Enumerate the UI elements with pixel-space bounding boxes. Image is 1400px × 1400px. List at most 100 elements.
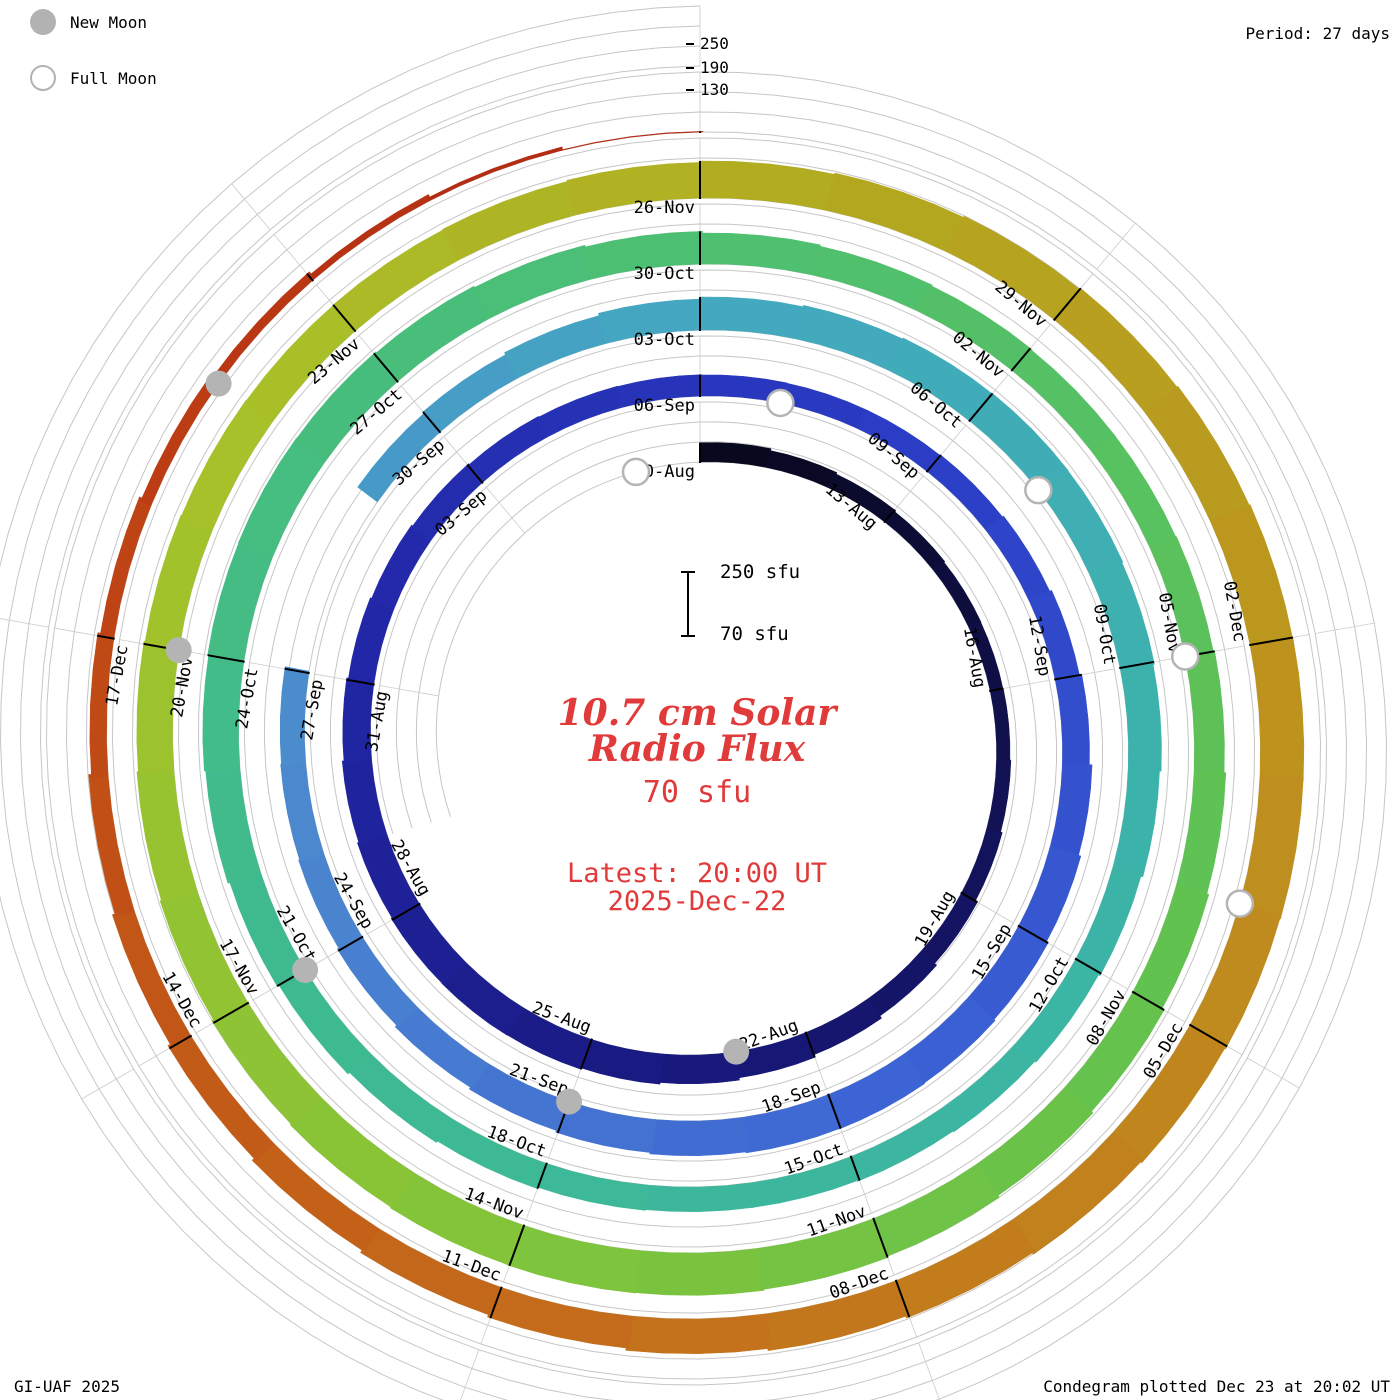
flux-bar-segment [986, 758, 1012, 834]
flux-bar-segment [88, 773, 135, 918]
date-boundary-tick [337, 935, 364, 952]
date-boundary-tick [872, 1217, 889, 1258]
date-boundary-tick [894, 1279, 911, 1318]
date-label: 30-Oct [634, 264, 695, 284]
date-boundary-tick [1131, 990, 1165, 1011]
date-boundary-tick [97, 634, 115, 640]
legend-new-moon-label: New Moon [70, 12, 148, 32]
date-boundary-tick [1054, 673, 1082, 681]
flux-bar-segment [467, 415, 549, 484]
gridline-spoke [231, 183, 271, 231]
scale-bar-top-cap [681, 571, 695, 573]
full-moon-marker [766, 388, 795, 418]
flux-bar-segment [642, 1182, 755, 1212]
moon-legend: New Moon Full Moon [30, 8, 157, 120]
flux-bar-segment [699, 160, 838, 212]
date-boundary-tick [332, 304, 357, 333]
gridline-spoke [1315, 622, 1375, 634]
gridline-spoke [1096, 222, 1136, 270]
flux-bar-segment [487, 1286, 634, 1349]
flux-bar-segment [848, 1108, 956, 1182]
flux-bar-segment [1143, 385, 1251, 525]
date-boundary-tick [1074, 957, 1102, 975]
radial-scale-tick [686, 67, 694, 69]
full-moon-marker [1024, 475, 1053, 505]
flux-bar-segment [884, 510, 946, 571]
gridline-spiral [0, 5, 1388, 1400]
radial-scale-250: 250 [700, 34, 729, 53]
credit-label: GI-UAF 2025 [14, 1377, 120, 1396]
full-moon-marker [621, 457, 651, 487]
period-label: Period: 27 days [1245, 24, 1391, 43]
date-boundary-tick [989, 687, 1004, 692]
date-boundary-tick [1119, 660, 1155, 670]
full-moon-icon [30, 65, 56, 91]
new-moon-marker [165, 637, 192, 664]
date-boundary-tick [1249, 636, 1294, 647]
radial-scale-130: 130 [700, 80, 729, 99]
date-boundary-tick [391, 902, 421, 921]
flux-bar-segment [699, 296, 806, 340]
new-moon-marker [292, 957, 319, 983]
flux-bar-segment [1210, 504, 1294, 648]
flux-bar-segment [903, 995, 996, 1085]
scale-bar-min-label: 70 sfu [720, 623, 789, 645]
flux-bar-segment [1188, 903, 1282, 1050]
date-boundary-tick [1017, 924, 1049, 944]
full-moon-marker [1170, 642, 1200, 671]
date-boundary-tick [212, 1001, 250, 1024]
flux-bar-segment [579, 1038, 664, 1085]
date-boundary-tick [466, 464, 484, 484]
date-boundary-tick [827, 1093, 842, 1129]
flux-bar-segment [804, 997, 882, 1056]
flux-bar-segment [144, 514, 214, 651]
gridline-spiral [0, 25, 1368, 1400]
date-boundary-tick [508, 1224, 526, 1267]
chart-title-line1: 10.7 cm Solar [557, 692, 837, 734]
latest-date-label: 2025-Dec-22 [607, 886, 787, 917]
flux-bar-segment [1184, 650, 1225, 776]
gridline-spoke [81, 1068, 134, 1100]
new-moon-marker [556, 1088, 583, 1115]
flux-bar-segment [1249, 637, 1305, 781]
chart-title-line2: Radio Flux [588, 728, 806, 770]
latest-time-label: Latest: 20:00 UT [566, 858, 828, 889]
flux-bar-segment [370, 524, 432, 611]
flux-bar-segment [559, 131, 704, 152]
flux-bar-segment [280, 762, 325, 863]
legend-new-moon: New Moon [30, 8, 157, 36]
date-boundary-tick [1188, 1023, 1228, 1048]
latest-flux-value: 70 sfu [642, 775, 752, 810]
date-boundary-tick [925, 454, 942, 473]
date-boundary-tick [968, 392, 994, 423]
date-boundary-tick [284, 667, 310, 675]
date-label: 03-Oct [634, 330, 695, 350]
date-boundary-tick [422, 411, 442, 434]
radial-scale-tick [686, 89, 694, 91]
radial-scale-tick [686, 43, 694, 45]
flux-bar-segment [504, 314, 608, 379]
flux-bar-segment [471, 244, 593, 320]
date-boundary-tick [1052, 287, 1082, 322]
date-boundary-tick [306, 273, 315, 282]
flux-bar-segment [237, 437, 327, 559]
flux-bar-segment [205, 766, 262, 884]
flux-bar-segment [1175, 770, 1227, 897]
flux-bar-segment [989, 688, 1011, 762]
new-moon-marker [205, 370, 232, 397]
gridline-spoke [460, 1349, 480, 1400]
radial-scale-190: 190 [700, 58, 729, 77]
flux-bar-segment [536, 385, 623, 438]
date-boundary-tick [346, 678, 375, 686]
new-moon-marker [723, 1038, 750, 1065]
gridline-spoke [0, 618, 49, 628]
date-label: 26-Nov [634, 198, 695, 218]
flux-scale-bar: 250 sfu 70 sfu [681, 561, 800, 645]
flux-bar-segment [1054, 674, 1090, 767]
gridline-spoke [273, 234, 313, 281]
date-boundary-tick [883, 509, 896, 524]
flux-bar-segment [810, 245, 933, 312]
date-boundary-tick [960, 891, 978, 904]
date-boundary-tick [168, 1034, 193, 1050]
